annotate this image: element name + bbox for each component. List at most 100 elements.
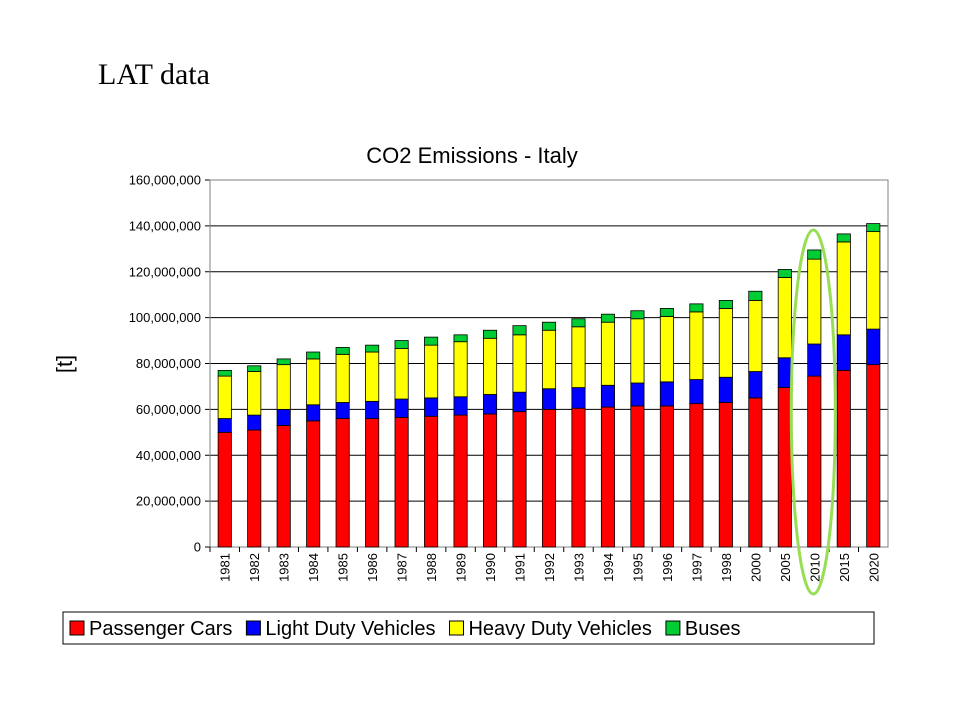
bar-buses-1992 [541, 321, 557, 331]
bar-passenger-cars-1985 [335, 418, 350, 548]
bar-light-duty-vehicles-1996 [659, 381, 674, 407]
bar-heavy-duty-vehicles-1982 [247, 371, 262, 416]
bar-heavy-duty-vehicles-2015 [836, 241, 851, 336]
bar-heavy-duty-vehicles-2010 [807, 258, 822, 345]
y-axis-label: [t] [52, 355, 77, 373]
x-tick-label-1990: 1990 [483, 553, 498, 582]
bar-passenger-cars-1988 [424, 415, 439, 548]
x-tick-label-2020: 2020 [866, 553, 881, 582]
bar-passenger-cars-1995 [630, 405, 645, 548]
x-tick-label-1984: 1984 [306, 553, 321, 582]
bar-light-duty-vehicles-2020 [866, 328, 881, 366]
bar-passenger-cars-1986 [365, 418, 380, 548]
bar-light-duty-vehicles-1985 [335, 402, 350, 419]
bar-heavy-duty-vehicles-1990 [483, 337, 498, 395]
chart-title: CO2 Emissions - Italy [366, 143, 578, 168]
y-tick-label: 80,000,000 [136, 356, 201, 371]
legend-swatch-buses [665, 620, 681, 636]
bar-passenger-cars-1981 [217, 431, 232, 548]
bar-heavy-duty-vehicles-1996 [659, 316, 674, 383]
bar-buses-1989 [453, 334, 468, 343]
x-tick-label-1987: 1987 [395, 553, 410, 582]
bar-buses-2005 [777, 269, 792, 278]
bar-light-duty-vehicles-1992 [541, 388, 557, 410]
bar-passenger-cars-1991 [512, 411, 527, 548]
bar-buses-1983 [276, 358, 291, 366]
bar-buses-2000 [748, 290, 763, 301]
x-tick-label-2015: 2015 [837, 553, 852, 582]
bar-heavy-duty-vehicles-2020 [866, 231, 881, 330]
x-tick-label-1993: 1993 [571, 553, 586, 582]
x-tick-label-1991: 1991 [513, 553, 528, 582]
bar-buses-1984 [306, 351, 321, 360]
bar-passenger-cars-2020 [866, 364, 881, 548]
bar-buses-1993 [571, 318, 586, 328]
x-tick-label-1989: 1989 [454, 553, 469, 582]
bar-light-duty-vehicles-1981 [217, 418, 232, 433]
bar-buses-1990 [483, 329, 498, 339]
y-tick-label: 40,000,000 [136, 448, 201, 463]
y-tick-label: 140,000,000 [129, 218, 201, 233]
bar-buses-1988 [424, 336, 439, 346]
bar-buses-1986 [365, 344, 380, 353]
bar-heavy-duty-vehicles-1997 [689, 311, 704, 380]
bar-light-duty-vehicles-1995 [630, 382, 645, 407]
bar-heavy-duty-vehicles-1993 [571, 326, 586, 388]
bar-heavy-duty-vehicles-1998 [718, 308, 733, 378]
x-tick-label-1998: 1998 [719, 553, 734, 582]
bar-passenger-cars-1983 [276, 425, 291, 548]
x-tick-label-1982: 1982 [247, 553, 262, 582]
bar-light-duty-vehicles-1984 [306, 404, 321, 422]
x-tick-label-2000: 2000 [748, 553, 763, 582]
bar-light-duty-vehicles-2000 [748, 371, 763, 399]
bar-heavy-duty-vehicles-2000 [748, 300, 763, 372]
bar-passenger-cars-2010 [807, 375, 822, 548]
y-tick-label: 0 [194, 540, 201, 555]
x-tick-label-1996: 1996 [660, 553, 675, 582]
bar-heavy-duty-vehicles-1988 [424, 344, 439, 399]
bar-buses-1994 [600, 313, 615, 323]
bar-buses-2020 [866, 223, 881, 233]
bar-buses-1981 [217, 369, 232, 377]
highlight-ellipse-2010 [789, 228, 837, 596]
bar-heavy-duty-vehicles-1983 [276, 364, 291, 410]
bar-buses-1996 [659, 308, 674, 317]
bar-heavy-duty-vehicles-1981 [217, 375, 232, 419]
bar-passenger-cars-2015 [836, 369, 851, 548]
bar-passenger-cars-1994 [600, 406, 615, 548]
bar-light-duty-vehicles-1993 [571, 387, 586, 409]
bar-heavy-duty-vehicles-1985 [335, 353, 350, 403]
bar-light-duty-vehicles-2005 [777, 357, 792, 388]
bar-heavy-duty-vehicles-2005 [777, 277, 792, 359]
bar-heavy-duty-vehicles-1986 [365, 351, 380, 402]
bar-passenger-cars-1998 [718, 402, 733, 548]
bar-buses-1985 [335, 347, 350, 355]
x-tick-label-1988: 1988 [424, 553, 439, 582]
legend-label-heavy-duty-vehicles: Heavy Duty Vehicles [468, 618, 651, 640]
bar-light-duty-vehicles-1994 [600, 384, 615, 408]
bar-light-duty-vehicles-1989 [453, 396, 468, 416]
y-tick-label: 100,000,000 [129, 310, 201, 325]
x-tick-label-2010: 2010 [807, 553, 822, 582]
bar-buses-2010 [807, 249, 822, 260]
bar-light-duty-vehicles-1987 [394, 398, 409, 418]
x-tick-label-1992: 1992 [542, 553, 557, 582]
y-tick-label: 20,000,000 [136, 494, 201, 509]
y-tick-label: 120,000,000 [129, 264, 201, 279]
bar-passenger-cars-2005 [777, 387, 792, 548]
bar-light-duty-vehicles-1998 [718, 376, 733, 403]
bar-light-duty-vehicles-1982 [247, 414, 262, 431]
bar-light-duty-vehicles-1988 [424, 397, 439, 417]
bar-light-duty-vehicles-2015 [836, 334, 851, 371]
bar-passenger-cars-1987 [394, 417, 409, 548]
bar-light-duty-vehicles-1991 [512, 391, 527, 413]
bar-light-duty-vehicles-2010 [807, 343, 822, 377]
x-tick-label-1983: 1983 [277, 553, 292, 582]
bar-heavy-duty-vehicles-1994 [600, 321, 615, 386]
legend-swatch-light-duty-vehicles [245, 620, 261, 636]
bar-heavy-duty-vehicles-1991 [512, 334, 527, 393]
bar-heavy-duty-vehicles-1989 [453, 341, 468, 398]
bar-passenger-cars-1992 [541, 408, 557, 548]
bar-light-duty-vehicles-1986 [365, 400, 380, 419]
